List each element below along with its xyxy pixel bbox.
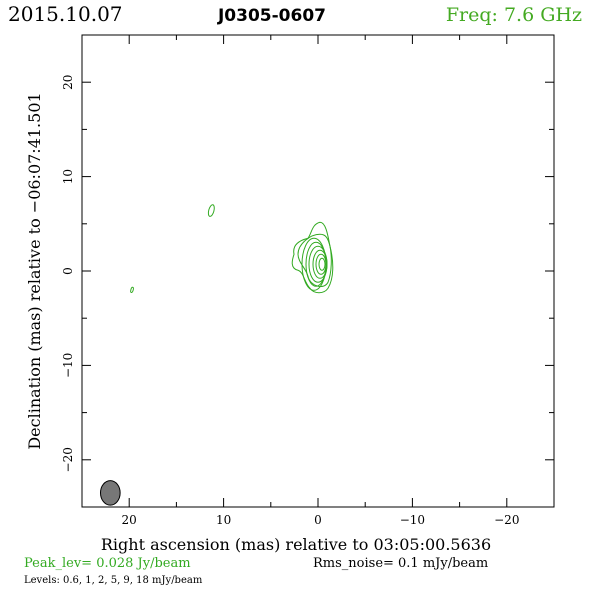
- contour-levels: Levels: 0.6, 1, 2, 5, 9, 18 mJy/beam: [24, 575, 203, 586]
- peak-level: Peak_lev= 0.028 Jy/beam: [24, 556, 191, 571]
- beam-group: [100, 480, 121, 506]
- rms-noise: Rms_noise= 0.1 mJy/beam: [313, 556, 488, 571]
- x-tick-label: 10: [216, 513, 231, 527]
- y-tick-label: 0: [61, 267, 75, 275]
- axis-ticks: [82, 35, 554, 507]
- source-name: J0305-0607: [217, 6, 326, 26]
- y-tick-label: 10: [61, 169, 75, 184]
- contour-component: [130, 286, 134, 294]
- contour-component: [207, 204, 215, 217]
- axis-tick-labels: 20 10 0 −10 −20 20 10 0 −10 −20: [61, 75, 519, 527]
- beam-ellipse: [100, 480, 121, 506]
- contour-level-6: [312, 249, 328, 279]
- y-tick-label: −10: [61, 353, 75, 378]
- x-tick-label: 0: [314, 513, 322, 527]
- y-axis-label: Declination (mas) relative to −06:07:41.…: [25, 92, 44, 449]
- contour-level-8: [318, 257, 326, 271]
- plot-frame: [81, 34, 555, 508]
- y-tick-label: 20: [61, 75, 75, 90]
- observation-date: 2015.10.07: [8, 2, 123, 26]
- contour-group: [130, 204, 334, 294]
- x-tick-label: 20: [122, 513, 137, 527]
- x-axis-label: Right ascension (mas) relative to 03:05:…: [101, 535, 491, 554]
- x-tick-label: −10: [400, 513, 425, 527]
- frequency-label: Freq: 7.6 GHz: [446, 4, 582, 26]
- x-tick-label: −20: [494, 513, 519, 527]
- contour-level-7: [315, 253, 327, 275]
- y-tick-label: −20: [61, 447, 75, 472]
- contour-level-5: [308, 245, 328, 283]
